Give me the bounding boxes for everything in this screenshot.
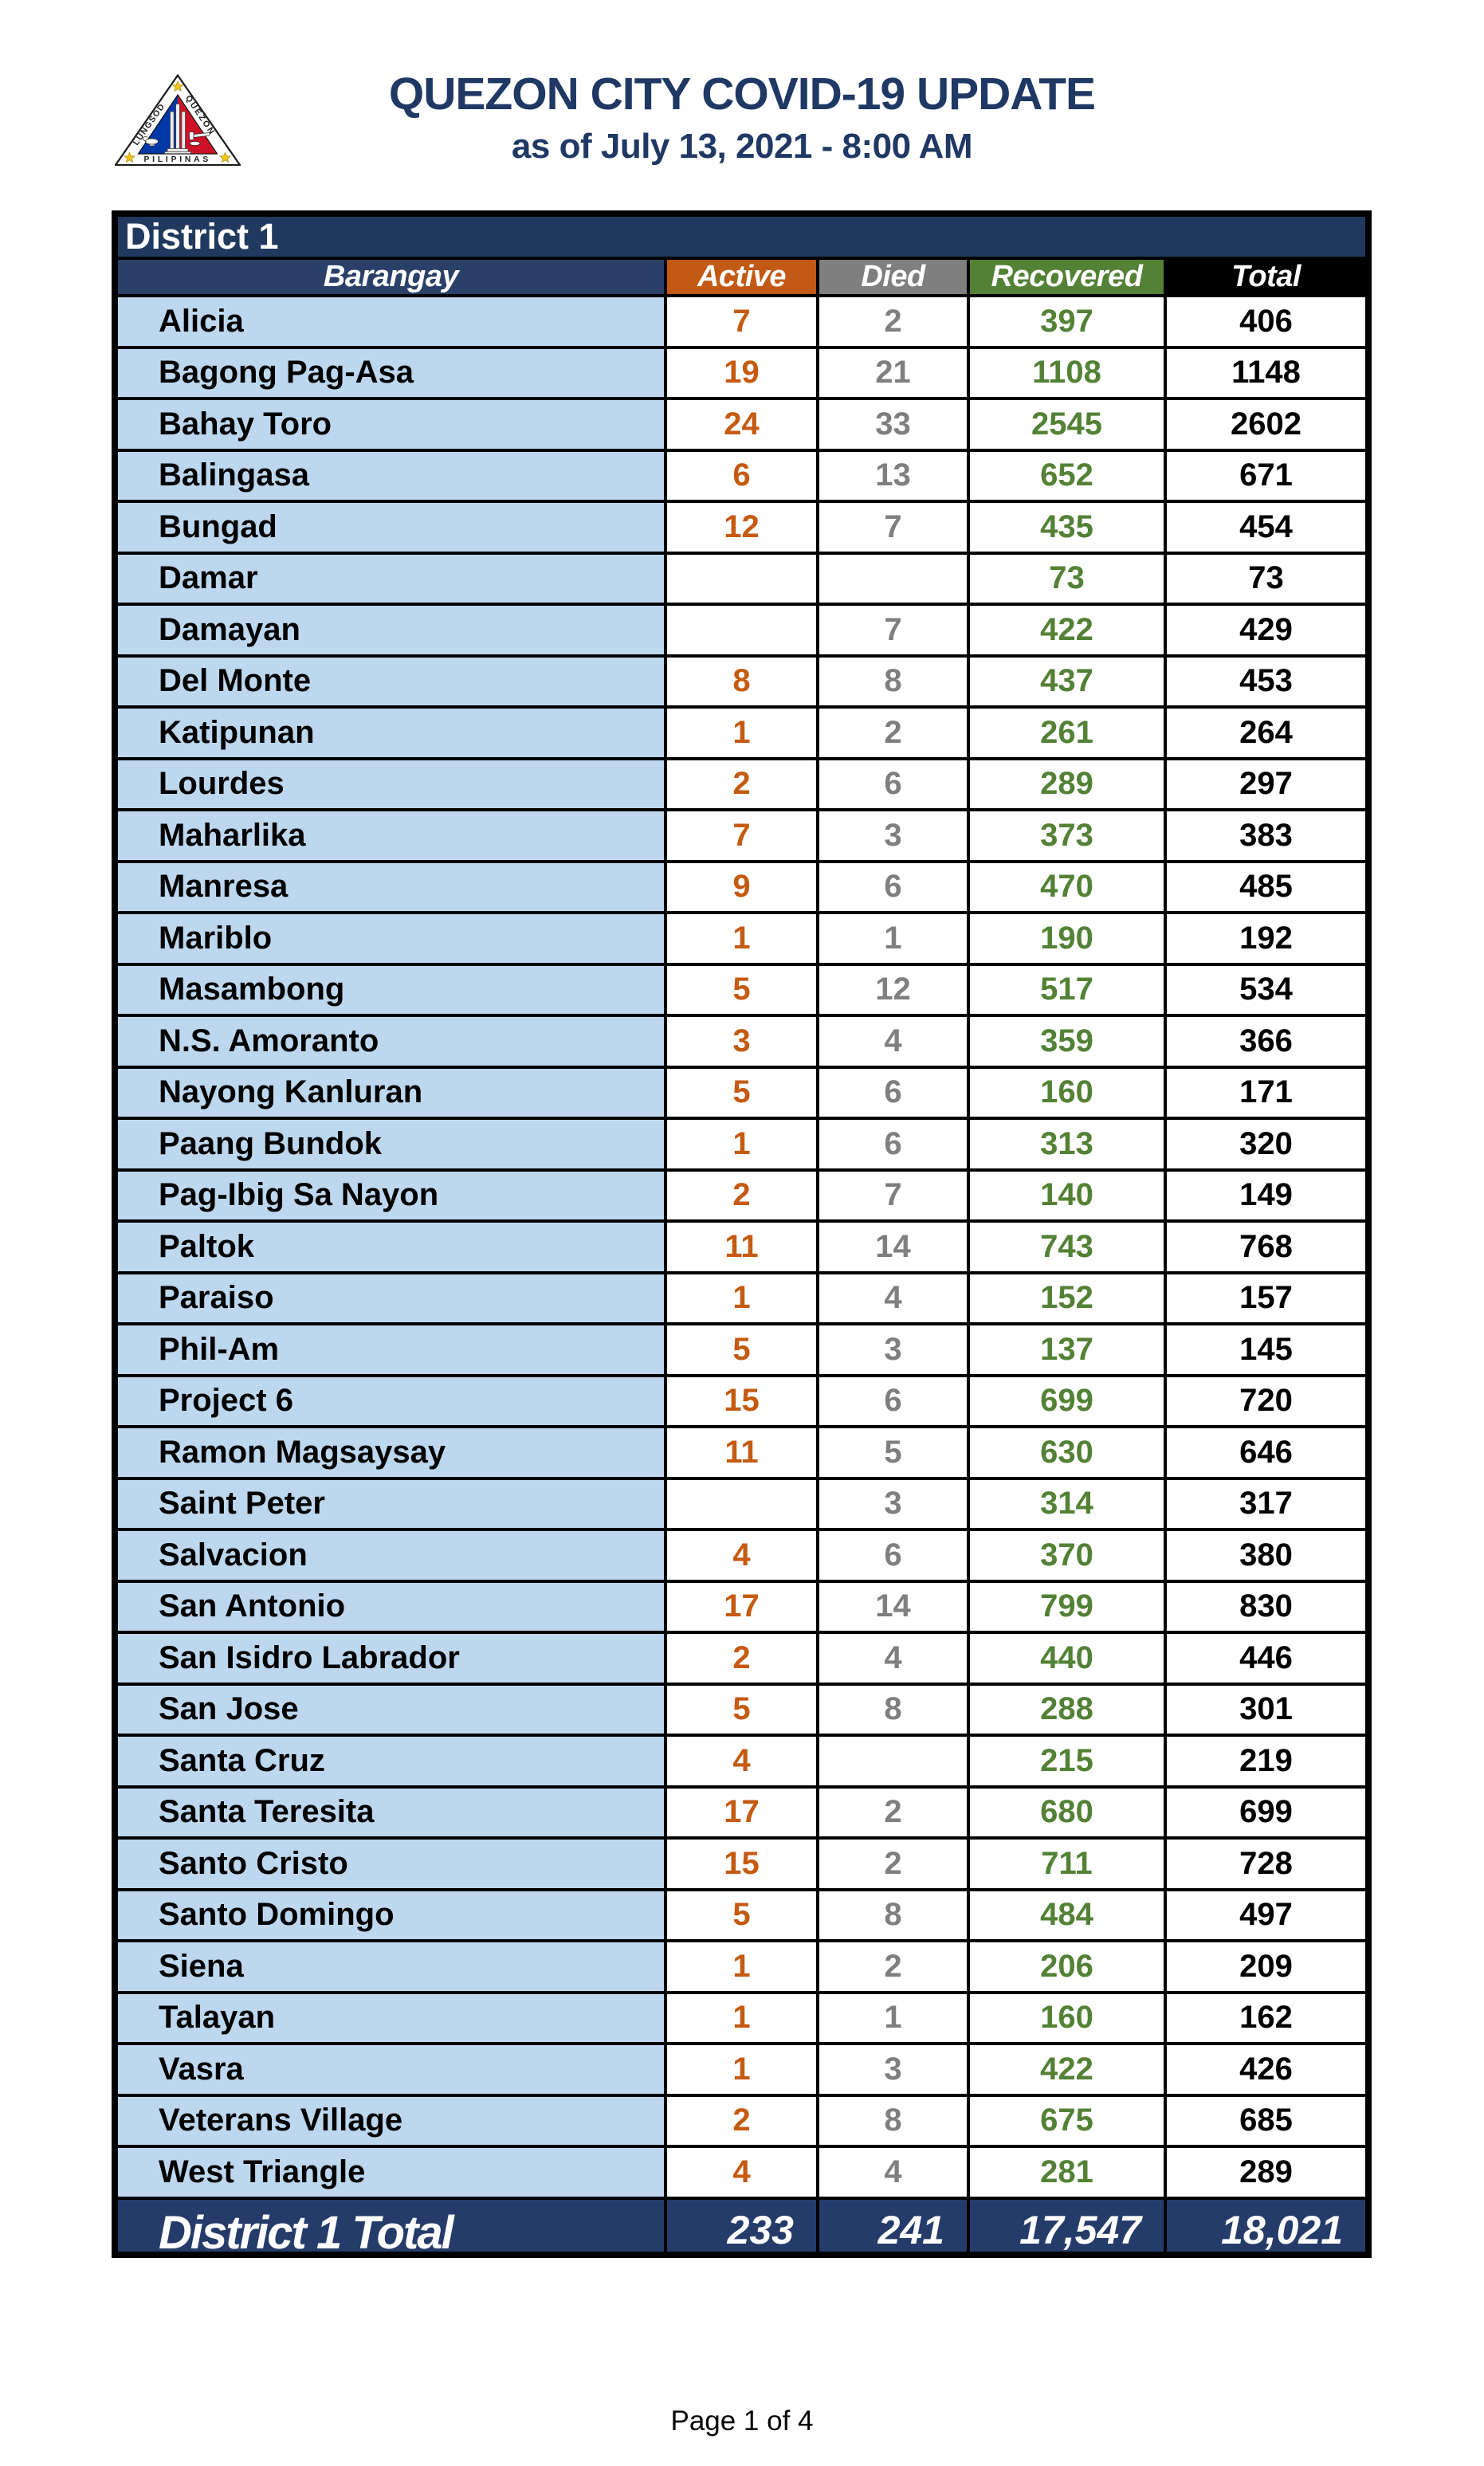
svg-text:PILIPINAS: PILIPINAS (144, 155, 212, 164)
